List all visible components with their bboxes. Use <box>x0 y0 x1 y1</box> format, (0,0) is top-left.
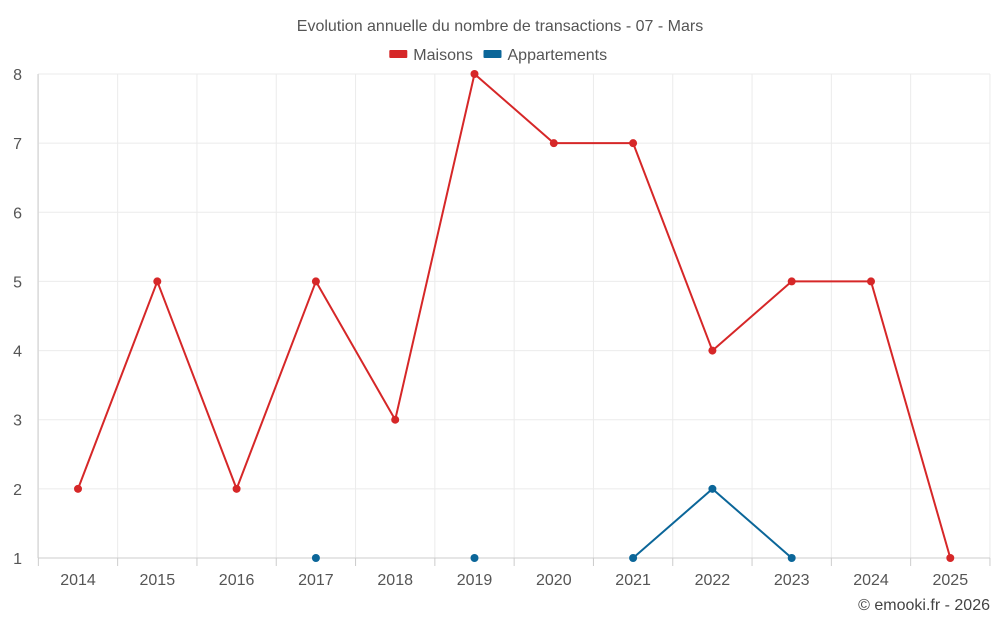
series-maisons <box>74 70 955 562</box>
y-tick-label: 2 <box>13 482 22 499</box>
y-tick-label: 8 <box>13 67 22 84</box>
y-tick-label: 6 <box>13 205 22 222</box>
chart-title: Evolution annuelle du nombre de transact… <box>297 18 703 35</box>
data-point[interactable] <box>787 554 796 562</box>
x-tick-label: 2024 <box>853 572 889 589</box>
credit-text: © emooki.fr - 2026 <box>858 597 990 614</box>
x-tick-label: 2022 <box>695 572 731 589</box>
data-point[interactable] <box>629 554 638 562</box>
legend-label: Maisons <box>413 47 473 64</box>
data-point[interactable] <box>787 277 796 286</box>
data-point[interactable] <box>311 277 320 286</box>
data-point[interactable] <box>708 484 717 493</box>
x-tick-label: 2020 <box>536 572 572 589</box>
data-point[interactable] <box>549 139 558 148</box>
series <box>74 70 955 562</box>
y-tick-label: 1 <box>13 551 22 568</box>
x-tick-label: 2018 <box>377 572 413 589</box>
y-tick-label: 7 <box>13 136 22 153</box>
axes: 1 2 3 4 5 6 7 8 2014 2015 2016 2017 2018 2019 2020 2021… <box>13 67 991 589</box>
x-tick-label: 2015 <box>140 572 176 589</box>
x-tick-label: 2023 <box>774 572 810 589</box>
legend-item-appartements[interactable]: Appartements <box>483 47 608 64</box>
series-appartements <box>311 484 796 562</box>
x-tick-label: 2021 <box>615 572 651 589</box>
x-tick-label: 2014 <box>60 572 96 589</box>
legend-swatch <box>483 50 502 58</box>
y-tick-label: 3 <box>13 413 22 430</box>
legend-label: Appartements <box>508 47 608 64</box>
gridlines <box>37 73 991 558</box>
x-tick-label: 2025 <box>933 572 969 589</box>
data-point[interactable] <box>470 70 479 78</box>
data-point[interactable] <box>311 554 320 562</box>
x-tick-label: 2017 <box>298 572 334 589</box>
data-point[interactable] <box>708 346 717 355</box>
data-point[interactable] <box>470 554 479 562</box>
legend: Maisons Appartements <box>389 47 607 64</box>
data-point[interactable] <box>391 415 400 424</box>
y-tick-label: 4 <box>13 344 22 361</box>
x-tick-label: 2016 <box>219 572 255 589</box>
data-point[interactable] <box>153 277 162 286</box>
data-point[interactable] <box>946 554 955 562</box>
legend-swatch <box>389 50 408 58</box>
x-tick-label: 2019 <box>457 572 493 589</box>
legend-item-maisons[interactable]: Maisons <box>389 47 473 64</box>
data-point[interactable] <box>232 484 241 493</box>
data-point[interactable] <box>867 277 875 286</box>
data-point[interactable] <box>74 484 82 493</box>
series-line <box>77 73 952 559</box>
series-line <box>632 487 793 559</box>
data-point[interactable] <box>629 139 638 148</box>
y-tick-label: 5 <box>13 274 22 291</box>
